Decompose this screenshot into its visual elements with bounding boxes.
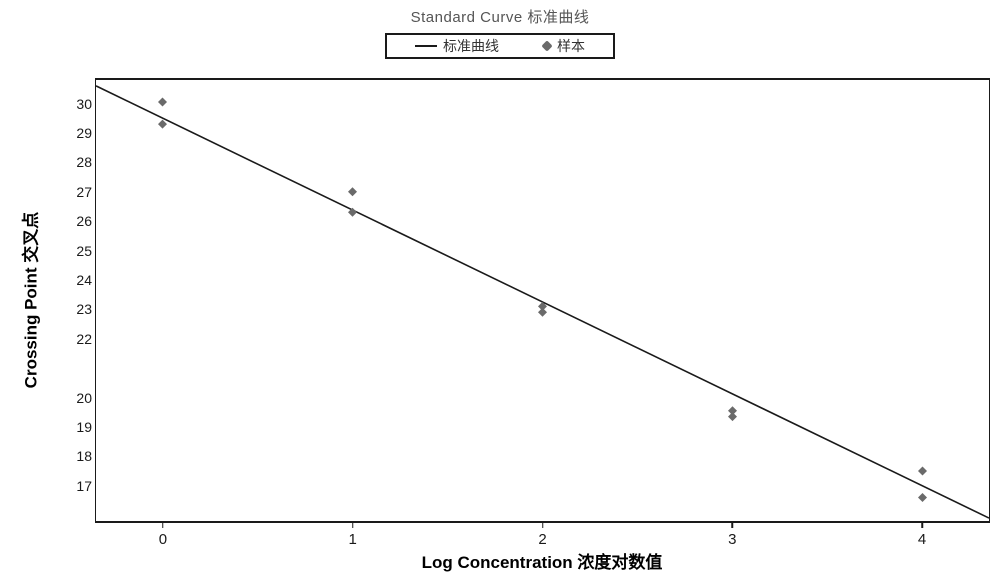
y-tick-label: 19 (76, 419, 92, 435)
legend-item-line: 标准曲线 (415, 36, 499, 56)
y-axis: 17 18 19 20 22 23 24 25 26 27 28 29 30 (65, 78, 95, 523)
y-tick-label: 24 (76, 272, 92, 288)
x-tick-mark (352, 523, 354, 528)
plot-svg (96, 80, 989, 521)
x-tick-mark (921, 523, 923, 528)
y-tick-label: 25 (76, 243, 92, 259)
legend-line-label: 标准曲线 (443, 36, 499, 56)
x-tick-label: 3 (728, 531, 736, 548)
x-tick-mark (542, 523, 544, 528)
y-tick-label: 23 (76, 301, 92, 317)
data-point (158, 98, 167, 107)
y-tick-label: 17 (76, 478, 92, 494)
chart-title: Standard Curve 标准曲线 (0, 0, 1000, 33)
y-tick-label: 18 (76, 448, 92, 464)
y-tick-label: 20 (76, 390, 92, 406)
data-point (728, 406, 737, 415)
y-tick-label: 26 (76, 213, 92, 229)
y-tick-label: 22 (76, 331, 92, 347)
chart-page: Standard Curve 标准曲线 标准曲线 样本 Crossing Poi… (0, 0, 1000, 588)
data-point (348, 187, 357, 196)
x-tick-label: 2 (538, 531, 546, 548)
y-tick-label: 28 (76, 154, 92, 170)
x-tick-label: 1 (349, 531, 357, 548)
y-tick-label: 27 (76, 184, 92, 200)
y-tick-label: 30 (76, 96, 92, 112)
plot-area (95, 78, 990, 523)
data-point (158, 120, 167, 129)
data-point (918, 467, 927, 476)
x-tick-label: 0 (159, 531, 167, 548)
legend-item-marker: 样本 (543, 36, 585, 56)
x-tick-mark (732, 523, 734, 528)
legend-box: 标准曲线 样本 (385, 33, 615, 59)
x-tick-label: 4 (918, 531, 926, 548)
data-point (918, 493, 927, 502)
legend-marker-label: 样本 (557, 36, 585, 56)
legend-line-swatch (415, 45, 437, 47)
x-tick-mark (162, 523, 164, 528)
y-axis-title: Crossing Point 交叉点 (17, 212, 42, 389)
x-axis: 0 1 2 3 4 (95, 523, 990, 558)
legend-marker-swatch (541, 40, 552, 51)
chart-area: Crossing Point 交叉点 Log Concentration 浓度对… (65, 78, 990, 558)
y-tick-label: 29 (76, 125, 92, 141)
